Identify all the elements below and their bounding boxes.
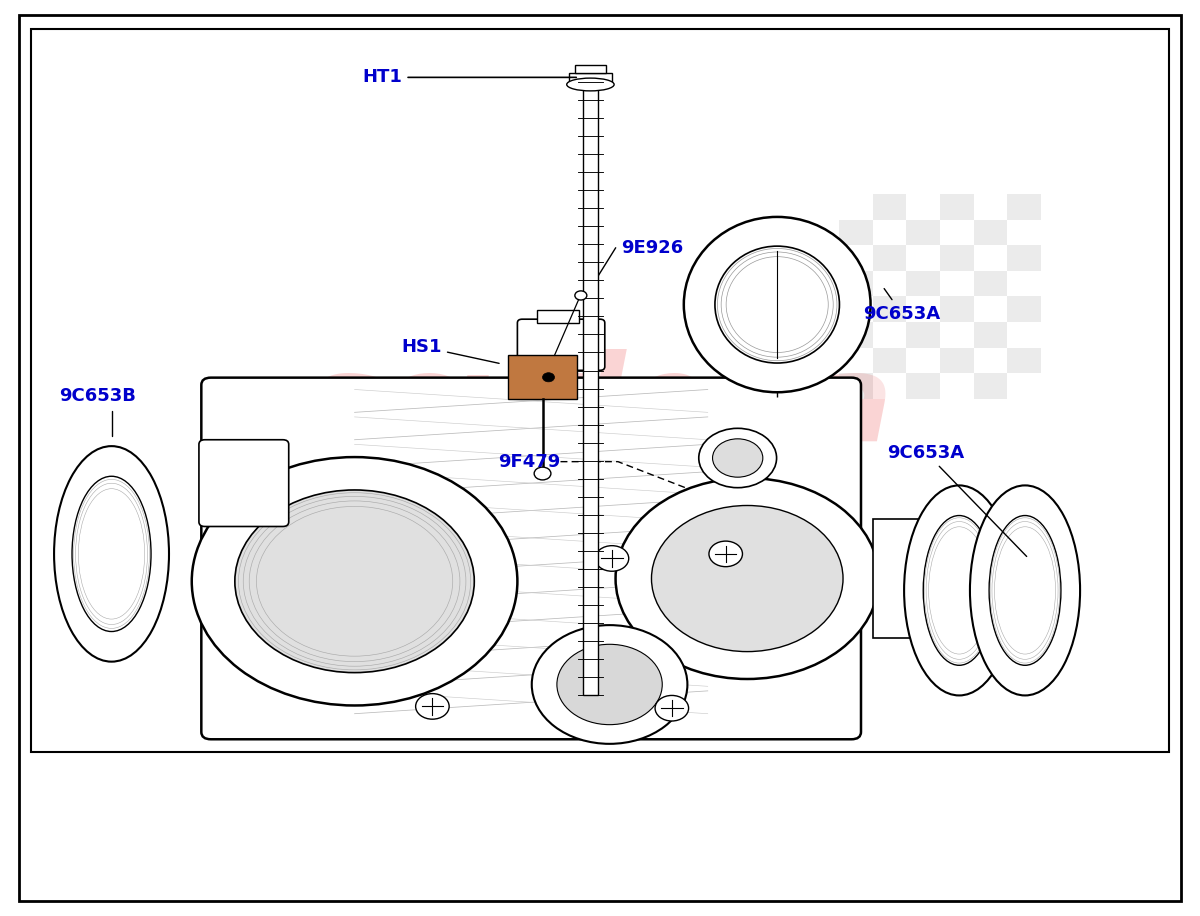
Bar <box>536 310 580 322</box>
FancyBboxPatch shape <box>517 319 605 370</box>
Bar <box>1007 373 1040 398</box>
Bar <box>1007 347 1040 373</box>
Circle shape <box>575 291 587 300</box>
Bar <box>940 347 973 373</box>
Bar <box>906 194 940 220</box>
Bar <box>583 82 599 695</box>
Bar <box>940 322 973 347</box>
Bar <box>940 297 973 322</box>
Bar <box>872 220 906 245</box>
Bar <box>973 373 1007 398</box>
Text: 9C653B: 9C653B <box>59 387 136 436</box>
Ellipse shape <box>566 78 614 91</box>
Bar <box>940 220 973 245</box>
Bar <box>872 271 906 297</box>
Bar <box>575 65 606 73</box>
Ellipse shape <box>904 485 1014 695</box>
Bar <box>569 73 612 82</box>
Bar <box>940 245 973 271</box>
Bar <box>1007 322 1040 347</box>
Bar <box>1007 194 1040 220</box>
Ellipse shape <box>192 457 517 705</box>
Ellipse shape <box>532 625 688 744</box>
Bar <box>906 245 940 271</box>
Text: HT1: HT1 <box>362 69 576 86</box>
Bar <box>906 347 940 373</box>
Circle shape <box>709 541 743 567</box>
Bar <box>973 271 1007 297</box>
Bar <box>973 297 1007 322</box>
Bar <box>840 194 872 220</box>
Bar <box>872 347 906 373</box>
Bar <box>840 347 872 373</box>
Bar <box>872 297 906 322</box>
Bar <box>906 297 940 322</box>
FancyBboxPatch shape <box>199 440 289 527</box>
Bar <box>840 245 872 271</box>
Bar <box>872 518 962 638</box>
Bar <box>973 322 1007 347</box>
Bar <box>940 194 973 220</box>
Bar <box>940 271 973 297</box>
Circle shape <box>415 693 449 719</box>
Bar <box>1007 271 1040 297</box>
Bar <box>973 347 1007 373</box>
Ellipse shape <box>72 476 151 631</box>
Bar <box>973 220 1007 245</box>
Circle shape <box>595 546 629 572</box>
Bar <box>872 322 906 347</box>
Bar <box>840 373 872 398</box>
Ellipse shape <box>235 490 474 672</box>
Ellipse shape <box>616 478 878 679</box>
Bar <box>1007 297 1040 322</box>
Text: HS1: HS1 <box>402 338 499 364</box>
Bar <box>906 373 940 398</box>
Circle shape <box>534 467 551 480</box>
Bar <box>940 373 973 398</box>
Text: 9C653A: 9C653A <box>863 289 941 322</box>
Ellipse shape <box>989 516 1061 665</box>
Bar <box>973 194 1007 220</box>
Bar <box>872 194 906 220</box>
Bar <box>872 245 906 271</box>
Bar <box>872 373 906 398</box>
Ellipse shape <box>970 485 1080 695</box>
Text: 9C653A: 9C653A <box>887 443 1027 556</box>
Text: c  a  r     p  a  r  t  s: c a r p a r t s <box>440 480 760 513</box>
Circle shape <box>655 695 689 721</box>
Text: 9F479: 9F479 <box>498 453 560 471</box>
Bar <box>1007 245 1040 271</box>
Bar <box>973 245 1007 271</box>
Text: scuderia: scuderia <box>306 349 894 466</box>
FancyBboxPatch shape <box>202 377 860 739</box>
Bar <box>508 355 577 399</box>
Ellipse shape <box>713 439 763 477</box>
Bar <box>840 297 872 322</box>
Bar <box>906 322 940 347</box>
Bar <box>906 220 940 245</box>
Bar <box>840 220 872 245</box>
Bar <box>840 271 872 297</box>
Ellipse shape <box>54 446 169 661</box>
Text: 9E926: 9E926 <box>622 239 684 257</box>
Ellipse shape <box>923 516 995 665</box>
Bar <box>906 271 940 297</box>
Circle shape <box>542 373 554 382</box>
Bar <box>840 322 872 347</box>
Bar <box>1007 220 1040 245</box>
Bar <box>31 28 1169 752</box>
Ellipse shape <box>684 217 870 392</box>
Ellipse shape <box>698 429 776 487</box>
Ellipse shape <box>557 644 662 725</box>
Ellipse shape <box>715 246 840 363</box>
Ellipse shape <box>652 506 844 651</box>
